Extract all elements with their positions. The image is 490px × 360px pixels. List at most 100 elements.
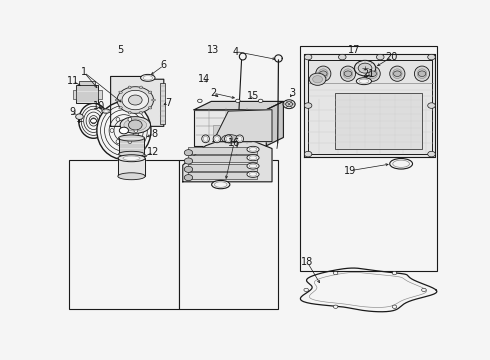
Text: 3: 3	[289, 88, 295, 98]
Ellipse shape	[238, 136, 242, 141]
Circle shape	[304, 103, 312, 108]
Circle shape	[333, 271, 338, 275]
Ellipse shape	[103, 110, 108, 112]
Circle shape	[392, 305, 397, 309]
Circle shape	[304, 54, 312, 60]
Ellipse shape	[109, 115, 139, 147]
Text: 7: 7	[165, 98, 172, 108]
Circle shape	[339, 54, 346, 60]
Polygon shape	[119, 142, 145, 144]
Ellipse shape	[215, 182, 227, 187]
Bar	[189, 164, 257, 171]
Ellipse shape	[392, 69, 402, 78]
Circle shape	[75, 114, 83, 120]
Ellipse shape	[247, 155, 259, 161]
Circle shape	[421, 288, 426, 292]
Ellipse shape	[119, 151, 145, 157]
Ellipse shape	[79, 103, 108, 138]
Ellipse shape	[249, 164, 257, 168]
Ellipse shape	[128, 117, 132, 121]
Bar	[98, 90, 101, 99]
Circle shape	[117, 87, 153, 113]
Ellipse shape	[104, 110, 143, 151]
Circle shape	[313, 76, 322, 83]
Polygon shape	[111, 76, 164, 126]
Text: 5: 5	[117, 45, 123, 55]
Ellipse shape	[118, 155, 145, 162]
Ellipse shape	[140, 86, 142, 89]
Ellipse shape	[86, 112, 101, 130]
Ellipse shape	[316, 66, 331, 81]
Text: 2: 2	[210, 88, 216, 98]
Ellipse shape	[343, 69, 353, 78]
Ellipse shape	[134, 129, 138, 132]
Bar	[189, 147, 257, 154]
Text: 11: 11	[67, 76, 79, 86]
Ellipse shape	[116, 117, 120, 121]
Ellipse shape	[341, 66, 356, 81]
Bar	[189, 156, 257, 162]
Bar	[73, 90, 75, 99]
Circle shape	[283, 100, 295, 109]
Circle shape	[122, 90, 148, 110]
Bar	[213, 125, 251, 141]
Ellipse shape	[89, 116, 98, 126]
Polygon shape	[194, 102, 283, 110]
Text: 16: 16	[228, 138, 240, 148]
Ellipse shape	[119, 107, 122, 109]
Bar	[79, 81, 95, 85]
Ellipse shape	[81, 106, 106, 135]
Circle shape	[428, 103, 435, 108]
Bar	[69, 159, 179, 309]
Bar	[160, 84, 165, 123]
Ellipse shape	[184, 150, 193, 156]
Bar	[75, 85, 98, 103]
Bar	[335, 93, 422, 149]
Text: 8: 8	[151, 129, 157, 139]
Ellipse shape	[365, 66, 380, 81]
Text: 12: 12	[147, 147, 160, 157]
Polygon shape	[183, 138, 272, 182]
Circle shape	[304, 288, 309, 292]
Circle shape	[128, 120, 142, 130]
Ellipse shape	[128, 111, 131, 114]
Ellipse shape	[249, 156, 257, 159]
Ellipse shape	[368, 69, 377, 78]
Text: 18: 18	[301, 257, 314, 267]
Circle shape	[258, 99, 263, 103]
Bar	[300, 46, 437, 270]
Ellipse shape	[215, 136, 219, 141]
Circle shape	[393, 71, 401, 76]
Polygon shape	[118, 158, 145, 176]
Ellipse shape	[123, 156, 140, 161]
Ellipse shape	[417, 69, 427, 78]
Circle shape	[286, 102, 293, 107]
Ellipse shape	[356, 78, 371, 85]
Ellipse shape	[203, 136, 208, 141]
Ellipse shape	[116, 140, 120, 144]
Circle shape	[128, 95, 142, 105]
Ellipse shape	[184, 166, 193, 172]
Circle shape	[319, 71, 327, 76]
Polygon shape	[213, 110, 272, 141]
Text: 10: 10	[93, 102, 105, 111]
Ellipse shape	[100, 105, 147, 156]
Circle shape	[358, 63, 372, 73]
Text: 9: 9	[70, 108, 75, 117]
Text: 4: 4	[233, 46, 239, 57]
Ellipse shape	[226, 136, 231, 141]
Ellipse shape	[415, 66, 430, 81]
Ellipse shape	[221, 135, 239, 143]
Text: 20: 20	[386, 52, 398, 62]
Circle shape	[197, 99, 202, 103]
Ellipse shape	[239, 53, 246, 60]
Circle shape	[120, 127, 128, 134]
Ellipse shape	[151, 99, 155, 101]
Ellipse shape	[91, 118, 96, 124]
Circle shape	[333, 305, 338, 309]
Ellipse shape	[359, 79, 369, 83]
Polygon shape	[267, 102, 283, 146]
Circle shape	[376, 54, 384, 60]
Circle shape	[236, 99, 240, 103]
Bar	[189, 172, 257, 179]
